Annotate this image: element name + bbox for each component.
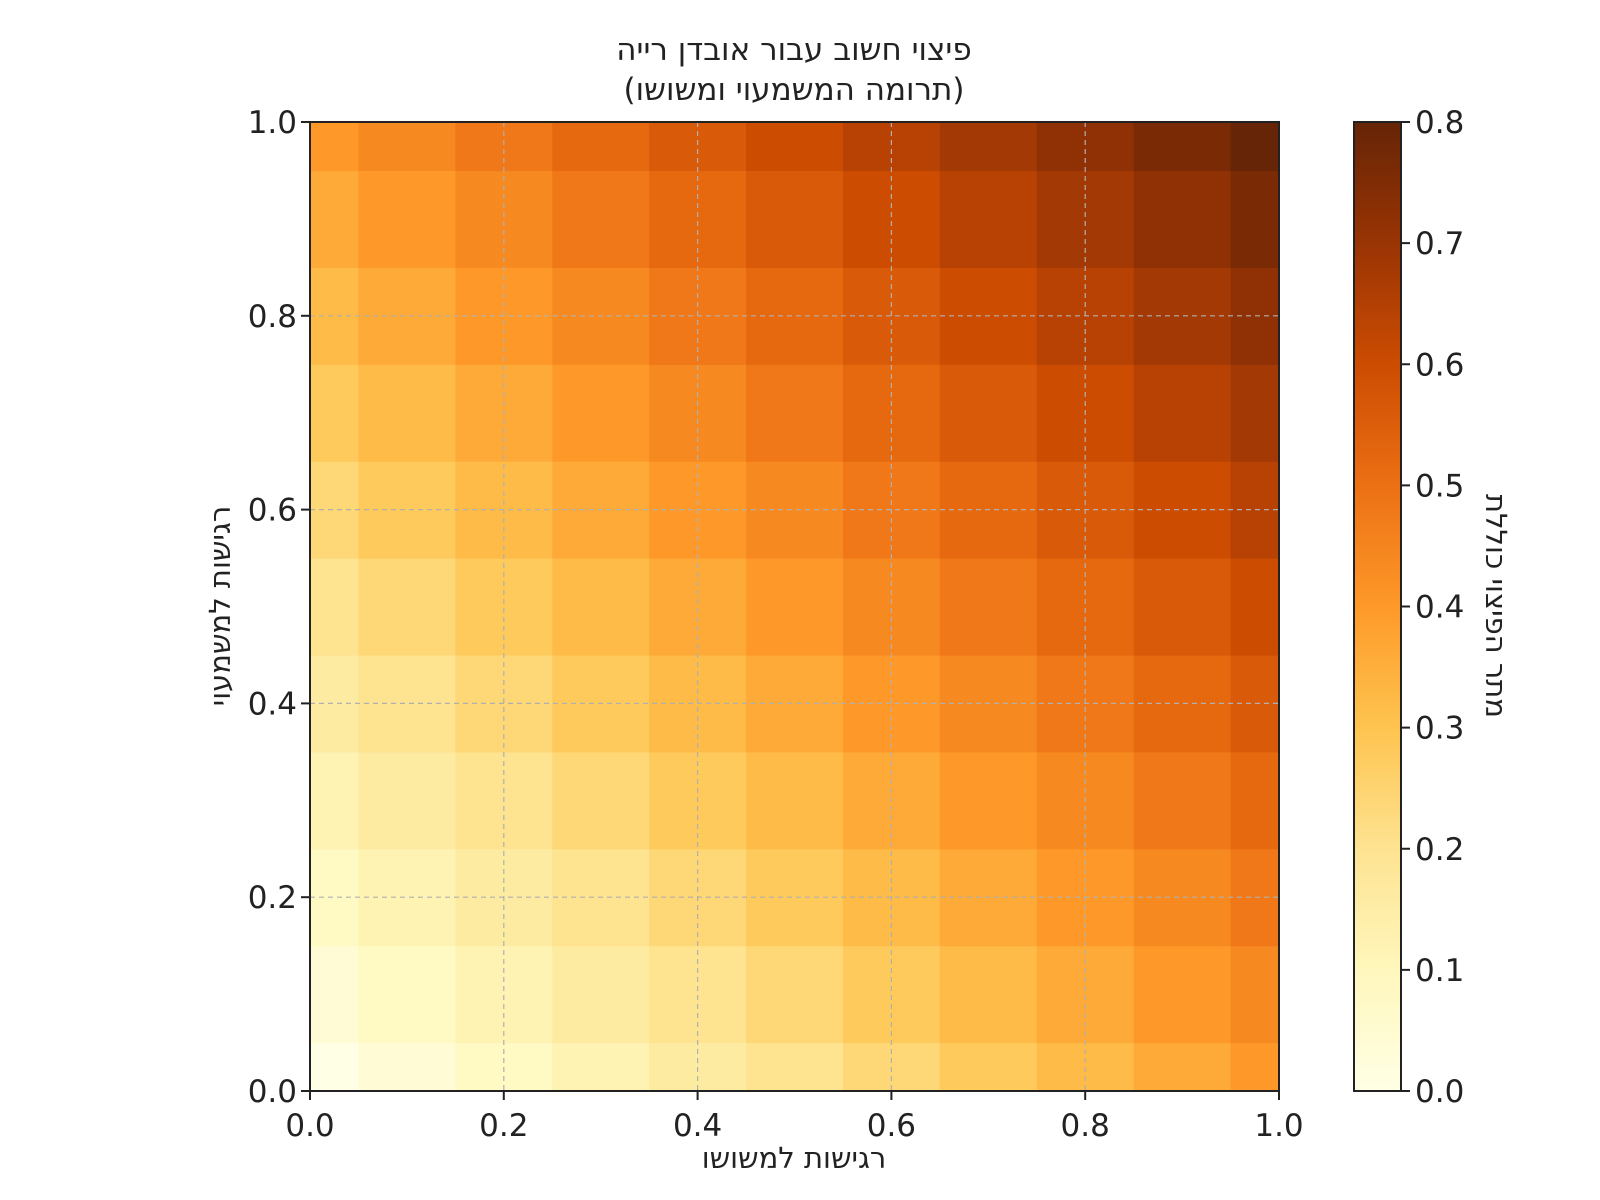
heatmap-cell — [358, 122, 456, 172]
heatmap-cell — [310, 945, 360, 1044]
heatmap-cell — [310, 364, 360, 462]
heatmap-cell — [310, 122, 360, 172]
x-tick-label: 0.8 — [1061, 1108, 1110, 1144]
heatmap-cell — [939, 558, 1038, 656]
heatmap-cell — [552, 751, 650, 850]
heatmap-cell — [552, 170, 650, 268]
heatmap-cell — [1230, 170, 1280, 268]
heatmap-cell — [358, 751, 456, 850]
heatmap-cell — [746, 1042, 844, 1092]
heatmap-cell — [1230, 751, 1280, 850]
heatmap-cell — [1133, 122, 1232, 172]
y-tick-label: 0.2 — [248, 880, 297, 916]
heatmap-cell — [842, 122, 941, 172]
heatmap-cell — [1230, 558, 1280, 656]
heatmap-cell — [1133, 1042, 1232, 1092]
plot-frame — [309, 121, 1280, 1092]
colorbar-tick-label: 0.8 — [1415, 105, 1464, 141]
heatmap-cell — [552, 558, 650, 656]
x-tick-label: 0.2 — [479, 1108, 528, 1144]
heatmap-cell — [310, 654, 360, 753]
y-axis-ticks: 0.0 0.2 0.4 0.6 0.8 1.0 — [248, 105, 310, 1110]
heatmap-cell — [358, 170, 456, 268]
heatmap-cell — [746, 558, 844, 656]
x-tick-label: 1.0 — [1254, 1108, 1303, 1144]
colorbar-title: מתר הפיצוי כוללת — [1479, 494, 1513, 718]
heatmap-cell — [358, 364, 456, 462]
x-axis-ticks: 0.0 0.2 0.4 0.6 0.8 1.0 — [285, 1091, 1304, 1144]
heatmap-cell — [1133, 751, 1232, 850]
x-tick-label: 0.6 — [867, 1108, 916, 1144]
heatmap-cell — [310, 267, 360, 365]
heatmap-cell — [552, 1042, 650, 1092]
chart-subtitle: (תרומה המשמעוי ומשושו) — [624, 72, 965, 108]
heatmap-cell — [939, 170, 1038, 268]
y-tick-label: 1.0 — [248, 105, 297, 141]
heatmap-cell — [1230, 122, 1280, 172]
colorbar-tick-label: 0.0 — [1415, 1074, 1464, 1110]
heatmap-cell — [1036, 122, 1135, 172]
y-tick-label: 0.4 — [248, 686, 297, 722]
x-axis-title: רגישות למשושו — [702, 1141, 887, 1175]
y-axis-title: רגישות למשמעוי — [203, 506, 237, 707]
colorbar-tick-label: 0.5 — [1415, 468, 1464, 504]
heatmap-cell — [310, 751, 360, 850]
colorbar-tick-label: 0.6 — [1415, 347, 1464, 383]
y-tick-label: 0.0 — [248, 1074, 297, 1110]
colorbar — [1353, 121, 1402, 1092]
colorbar-tick-label: 0.3 — [1415, 711, 1464, 747]
heatmap-cell — [455, 122, 553, 172]
y-tick-label: 0.6 — [248, 493, 297, 529]
colorbar-ticks: 0.0 0.1 0.2 0.3 0.4 0.5 0.6 0.7 0.8 — [1401, 105, 1464, 1110]
heatmap-cell — [310, 1042, 360, 1092]
x-tick-label: 0.4 — [673, 1108, 722, 1144]
heatmap-cell — [310, 558, 360, 656]
heatmap-cell — [939, 364, 1038, 462]
colorbar-tick-label: 0.7 — [1415, 226, 1464, 262]
heatmap-cell — [310, 170, 360, 268]
y-tick-label: 0.8 — [248, 299, 297, 335]
heatmap-cell — [1230, 1042, 1280, 1092]
heatmap-cell — [1230, 945, 1280, 1044]
heatmap-cell — [939, 945, 1038, 1044]
x-tick-label: 0.0 — [285, 1108, 334, 1144]
heatmap-cell — [939, 751, 1038, 850]
heatmap-cell — [1133, 364, 1232, 462]
heatmap-cell — [552, 364, 650, 462]
heatmap-cell — [746, 751, 844, 850]
heatmap-cell — [310, 848, 360, 947]
heatmap-cells — [310, 122, 1280, 1092]
colorbar-tick-label: 0.2 — [1415, 832, 1464, 868]
heatmap-cell — [746, 945, 844, 1044]
heatmap-cell — [746, 364, 844, 462]
colorbar-tick-label: 0.4 — [1415, 590, 1464, 626]
heatmap-cell — [939, 1042, 1038, 1092]
colorbar-tick-label: 0.1 — [1415, 953, 1464, 989]
heatmap-cell — [552, 945, 650, 1044]
chart-title: פיצוי חשוב עבור אובדן רייה — [616, 32, 971, 68]
heatmap-cell — [746, 170, 844, 268]
heatmap-cell — [649, 122, 747, 172]
heatmap-cell — [939, 122, 1038, 172]
heatmap-cell — [1133, 558, 1232, 656]
heatmap-cell — [310, 461, 360, 559]
heatmap-cell — [1133, 170, 1232, 268]
heatmap-cell — [1230, 364, 1280, 462]
heatmap-cell — [746, 122, 844, 172]
heatmap-cell — [358, 1042, 456, 1092]
heatmap-cell — [358, 558, 456, 656]
heatmap-cell — [1133, 945, 1232, 1044]
heatmap-cell — [358, 945, 456, 1044]
heatmap-cell — [552, 122, 650, 172]
